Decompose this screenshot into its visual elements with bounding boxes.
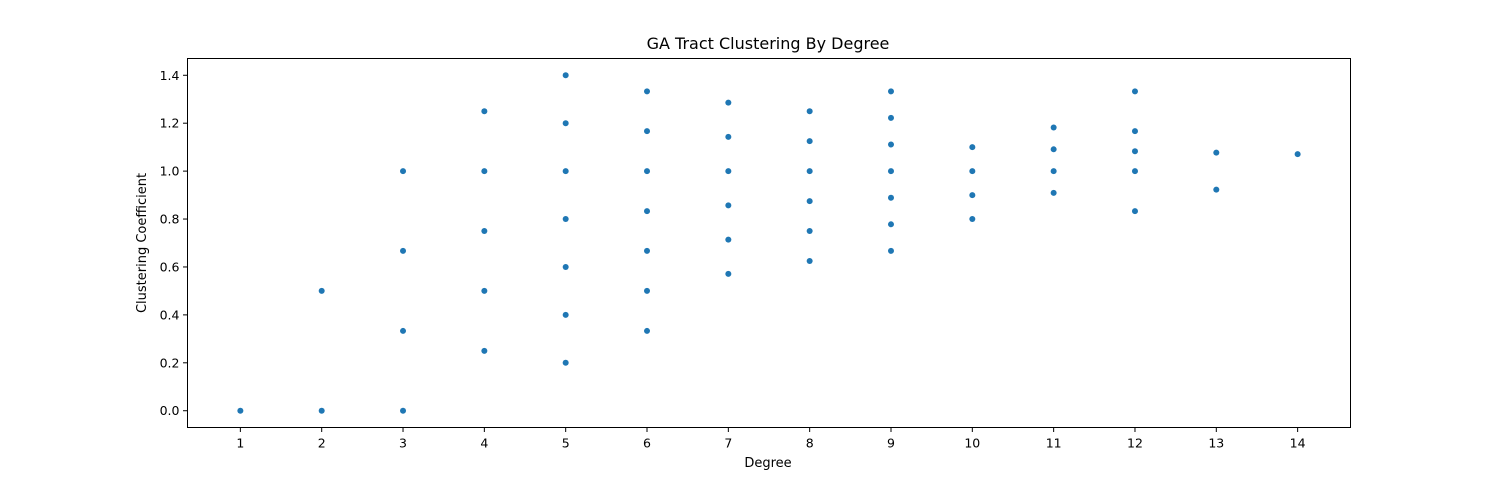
x-tick-label: 10 bbox=[964, 436, 980, 451]
data-point bbox=[1131, 128, 1138, 135]
data-point bbox=[644, 287, 651, 294]
data-point bbox=[969, 192, 976, 199]
data-point bbox=[887, 114, 894, 121]
data-point bbox=[562, 120, 569, 127]
data-point bbox=[725, 168, 732, 175]
data-point bbox=[725, 270, 732, 277]
x-axis: 1 2 3 4 5 6 7 8 9 10 11 12 13 14 bbox=[236, 427, 1306, 451]
y-tick-label: 0.4 bbox=[160, 307, 180, 322]
data-point bbox=[562, 311, 569, 318]
y-tick-label: 0.0 bbox=[160, 403, 180, 418]
data-point bbox=[481, 168, 488, 175]
data-point bbox=[887, 88, 894, 95]
y-tick-label: 0.6 bbox=[160, 259, 180, 274]
data-point bbox=[806, 168, 813, 175]
data-point bbox=[969, 168, 976, 175]
data-point bbox=[481, 108, 488, 115]
data-point bbox=[969, 216, 976, 223]
data-point bbox=[1131, 208, 1138, 215]
x-tick-label: 4 bbox=[480, 436, 488, 451]
x-tick-label: 14 bbox=[1290, 436, 1306, 451]
data-point bbox=[400, 168, 407, 175]
data-point bbox=[562, 72, 569, 79]
data-point bbox=[1131, 88, 1138, 95]
data-point bbox=[562, 263, 569, 270]
x-tick-label: 6 bbox=[643, 436, 651, 451]
data-point bbox=[887, 141, 894, 148]
data-point bbox=[644, 327, 651, 334]
y-axis: 0.0 0.2 0.4 0.6 0.8 1.0 1.2 1.4 bbox=[160, 68, 188, 418]
data-point bbox=[562, 359, 569, 366]
data-point bbox=[887, 221, 894, 228]
data-point bbox=[969, 144, 976, 151]
data-point bbox=[1050, 168, 1057, 175]
y-axis-label: Clustering Coefficient bbox=[135, 173, 150, 313]
data-point bbox=[481, 287, 488, 294]
data-point bbox=[1050, 146, 1057, 153]
data-point bbox=[1131, 148, 1138, 155]
data-point bbox=[318, 287, 325, 294]
data-point bbox=[725, 99, 732, 106]
data-point bbox=[1213, 186, 1220, 193]
data-point bbox=[887, 168, 894, 175]
data-point bbox=[725, 236, 732, 243]
data-point bbox=[1213, 149, 1220, 156]
data-point bbox=[725, 202, 732, 209]
chart-title: GA Tract Clustering By Degree bbox=[647, 34, 890, 53]
x-tick-label: 7 bbox=[724, 436, 732, 451]
data-point bbox=[1050, 124, 1057, 131]
data-point bbox=[644, 208, 651, 215]
data-point bbox=[318, 407, 325, 414]
data-point bbox=[562, 216, 569, 223]
data-point bbox=[481, 228, 488, 235]
y-tick-label: 1.0 bbox=[160, 164, 180, 179]
x-tick-label: 3 bbox=[399, 436, 407, 451]
data-point bbox=[806, 257, 813, 264]
x-axis-label: Degree bbox=[744, 456, 791, 471]
data-point bbox=[725, 133, 732, 140]
data-point bbox=[644, 247, 651, 254]
x-tick-label: 1 bbox=[236, 436, 244, 451]
y-tick-label: 0.2 bbox=[160, 355, 180, 370]
data-point bbox=[887, 247, 894, 254]
data-point bbox=[806, 108, 813, 115]
data-point bbox=[806, 138, 813, 145]
x-tick-label: 11 bbox=[1046, 436, 1062, 451]
y-tick-label: 1.4 bbox=[160, 68, 180, 83]
data-point bbox=[644, 128, 651, 135]
y-tick-label: 1.2 bbox=[160, 116, 180, 131]
x-tick-label: 2 bbox=[318, 436, 326, 451]
data-point bbox=[806, 228, 813, 235]
data-point bbox=[644, 168, 651, 175]
x-tick-label: 12 bbox=[1127, 436, 1143, 451]
data-point bbox=[1131, 168, 1138, 175]
data-point bbox=[400, 407, 407, 414]
data-point bbox=[400, 327, 407, 334]
data-point bbox=[1050, 189, 1057, 196]
x-tick-label: 5 bbox=[562, 436, 570, 451]
data-point bbox=[806, 198, 813, 205]
x-tick-label: 13 bbox=[1208, 436, 1224, 451]
data-point bbox=[887, 194, 894, 201]
data-point bbox=[237, 407, 244, 414]
plot-area-frame bbox=[187, 58, 1351, 428]
data-point bbox=[562, 168, 569, 175]
data-point bbox=[1294, 151, 1301, 158]
x-tick-label: 9 bbox=[887, 436, 895, 451]
x-tick-label: 8 bbox=[806, 436, 814, 451]
data-points bbox=[237, 72, 1301, 414]
data-point bbox=[400, 247, 407, 254]
data-point bbox=[481, 347, 488, 354]
y-tick-label: 0.8 bbox=[160, 212, 180, 227]
data-point bbox=[644, 88, 651, 95]
